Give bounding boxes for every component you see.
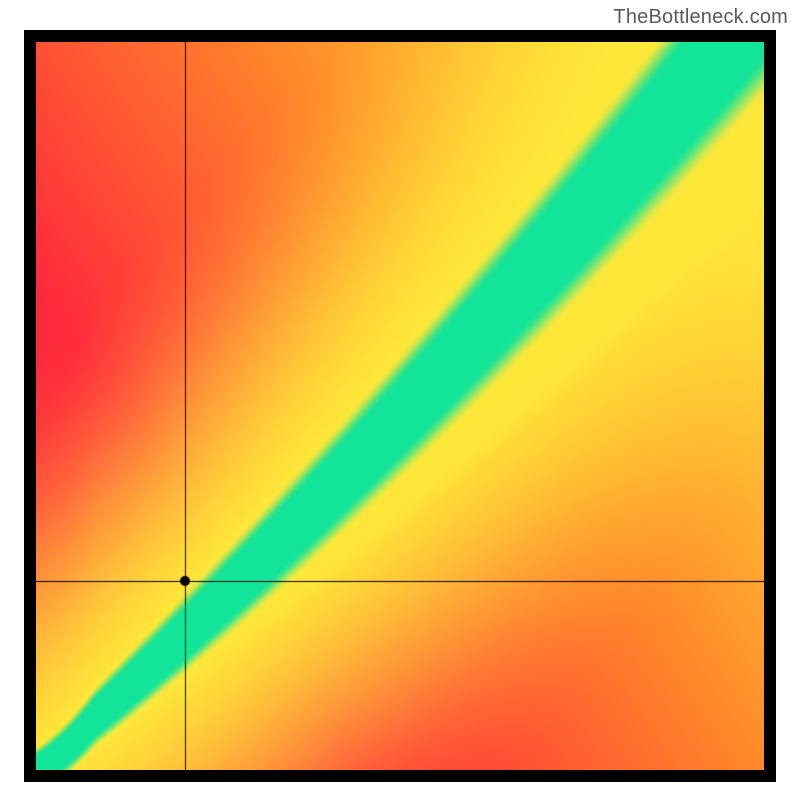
heatmap-canvas — [36, 42, 764, 770]
root: TheBottleneck.com — [0, 0, 800, 800]
heatmap-frame — [24, 30, 776, 782]
watermark-text: TheBottleneck.com — [613, 6, 788, 29]
